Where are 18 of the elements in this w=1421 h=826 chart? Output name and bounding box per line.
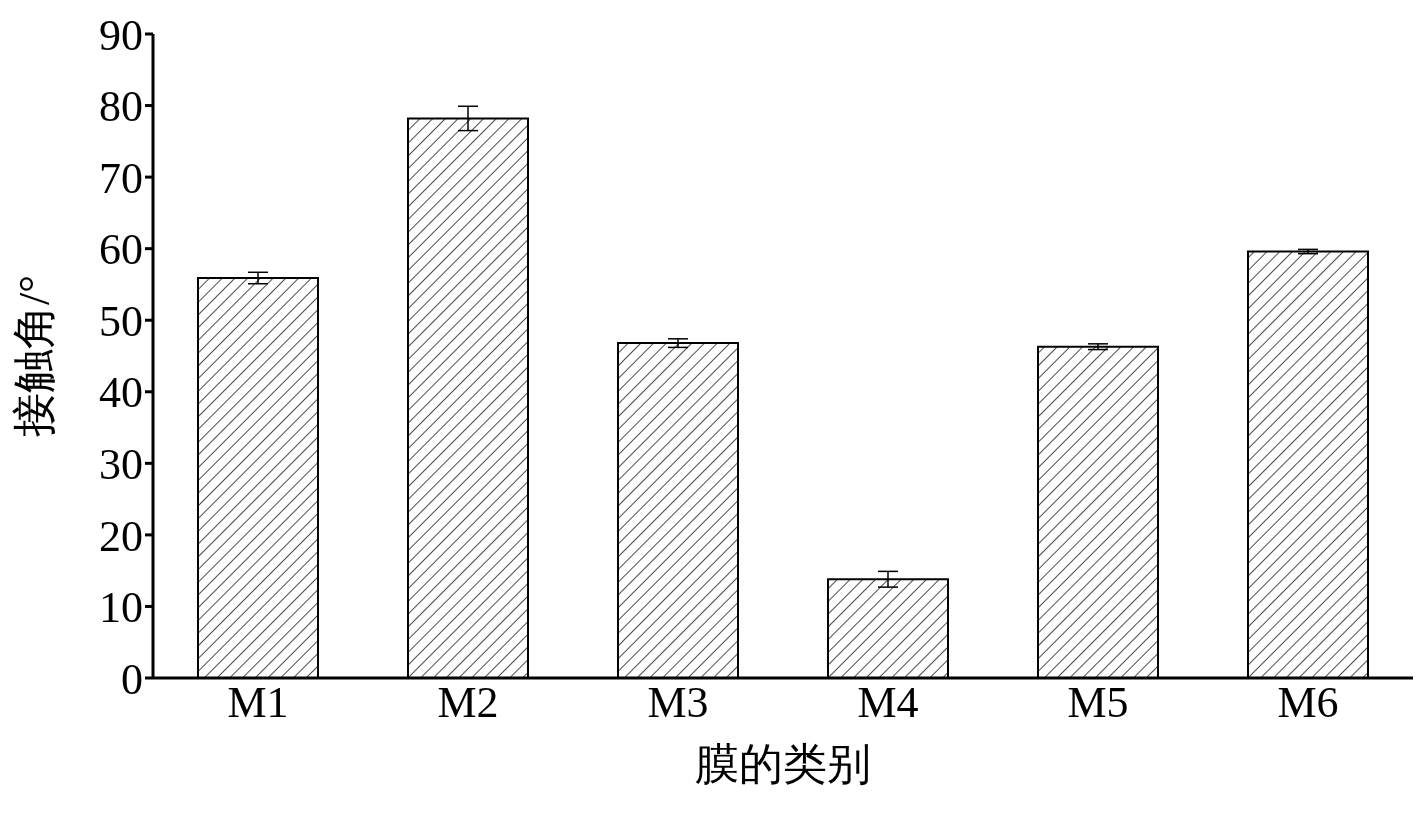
y-axis-title: 接触角/° xyxy=(9,275,59,437)
y-tick-label: 60 xyxy=(99,225,143,275)
y-tick-label: 30 xyxy=(99,439,143,489)
y-tick-label: 50 xyxy=(99,296,143,346)
x-tick-label: M2 xyxy=(437,678,499,728)
x-axis-title: 膜的类别 xyxy=(695,740,871,790)
x-tick-label: M6 xyxy=(1277,678,1339,728)
x-tick-label: M3 xyxy=(647,678,709,728)
y-tick-label: 20 xyxy=(99,511,143,561)
y-tick-label: 80 xyxy=(99,82,143,132)
y-tick-label: 0 xyxy=(121,654,143,704)
x-tick-label: M4 xyxy=(857,678,919,728)
y-tick-label: 10 xyxy=(99,583,143,633)
x-tick-label: M1 xyxy=(227,678,289,728)
y-tick-label: 70 xyxy=(99,153,143,203)
y-tick-label: 90 xyxy=(99,10,143,60)
y-tick-label: 40 xyxy=(99,368,143,418)
x-tick-label: M5 xyxy=(1067,678,1129,728)
